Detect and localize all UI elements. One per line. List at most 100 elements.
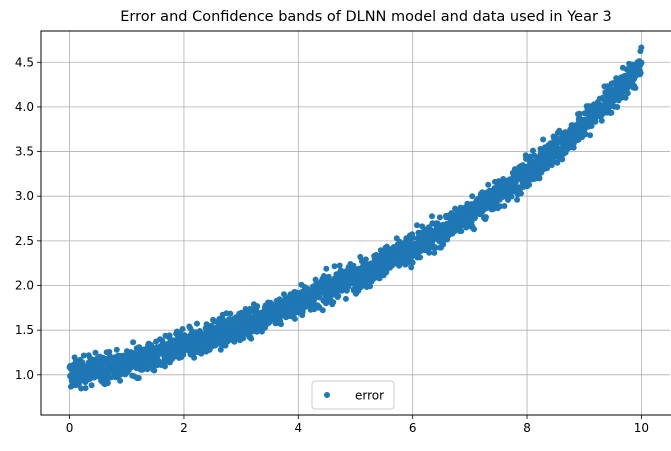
chart-title: Error and Confidence bands of DLNN model…: [120, 9, 612, 25]
scatter-point: [514, 196, 521, 203]
x-tick-label: 2: [180, 421, 188, 435]
scatter-point: [291, 315, 298, 322]
scatter-point: [431, 249, 438, 256]
scatter-point: [409, 259, 416, 266]
scatter-point: [88, 382, 95, 389]
scatter-point: [471, 226, 477, 233]
scatter-point: [576, 110, 583, 117]
scatter-point: [151, 367, 158, 374]
x-tick-label: 8: [523, 421, 531, 435]
scatter-point: [622, 94, 629, 101]
scatter-point: [458, 228, 465, 235]
scatter-point: [191, 354, 198, 361]
x-axis: 0 2 4 6 8 10: [66, 415, 649, 435]
scatter-point: [429, 213, 435, 220]
scatter-point: [342, 295, 349, 302]
x-tick-label: 6: [409, 421, 417, 435]
scatter-point: [436, 214, 443, 221]
scatter-point: [483, 214, 489, 221]
y-tick-label: 3.5: [15, 145, 34, 159]
scatter-point: [587, 132, 594, 139]
scatter-point: [80, 352, 87, 359]
y-tick-label: 4.0: [15, 100, 34, 114]
scatter-point: [254, 303, 261, 310]
scatter-point: [144, 363, 151, 370]
scatter-point: [469, 193, 476, 200]
x-tick-label: 0: [66, 421, 74, 435]
y-tick-label: 4.5: [15, 55, 34, 69]
legend-label: error: [355, 389, 384, 403]
x-tick-label: 4: [294, 421, 302, 435]
scatter-point: [331, 263, 338, 270]
scatter-point: [319, 307, 326, 314]
y-tick-label: 3.0: [15, 189, 34, 203]
scatter-point: [544, 165, 550, 172]
scatter-point: [338, 287, 345, 294]
scatter-point: [179, 326, 186, 332]
scatter-point: [518, 190, 524, 197]
y-axis: 1.0 1.5 2.0 2.5 3.0 3.5 4.0 4.5: [15, 55, 41, 382]
scatter-point: [530, 147, 536, 154]
scatter-point: [501, 203, 508, 209]
scatter-point: [638, 59, 645, 66]
scatter-point: [582, 131, 589, 138]
scatter-point: [362, 256, 369, 263]
scatter-point: [367, 283, 373, 290]
scatter-point: [135, 375, 142, 381]
scatter-point: [637, 70, 644, 76]
scatter-points: [66, 44, 645, 392]
scatter-point: [485, 181, 492, 188]
scatter-point: [614, 104, 621, 110]
scatter-point: [323, 265, 330, 272]
scatter-point: [409, 234, 416, 241]
scatter-point: [536, 175, 543, 182]
x-tick-label: 10: [634, 421, 649, 435]
scatter-point: [330, 299, 337, 306]
scatter-point: [113, 346, 120, 353]
scatter-point: [426, 249, 433, 256]
scatter-point: [632, 85, 639, 91]
y-tick-label: 1.5: [15, 323, 34, 337]
scatter-point: [335, 292, 342, 299]
scatter-point: [211, 318, 218, 325]
plot-frame: [40, 30, 671, 416]
y-tick-label: 2.0: [15, 279, 34, 293]
scatter-point: [417, 254, 423, 261]
scatter-point: [556, 127, 563, 134]
scatter-point: [592, 118, 599, 125]
y-tick-label: 2.5: [15, 234, 34, 248]
scatter-point: [598, 117, 605, 124]
scatter-point: [414, 222, 420, 229]
scatter-point: [570, 144, 577, 151]
scatter-point: [104, 380, 111, 386]
scatter-point: [540, 136, 547, 143]
scatter-point: [248, 335, 255, 342]
scatter-point: [82, 385, 89, 392]
legend-marker: [324, 392, 330, 398]
scatter-point: [526, 181, 533, 188]
scatter-point: [432, 244, 439, 251]
scatter-point: [92, 349, 99, 356]
scatter-point: [638, 44, 645, 51]
scatter-point: [608, 109, 615, 116]
scatter-point: [227, 310, 234, 317]
scatter-point: [162, 363, 168, 370]
scatter-point: [472, 215, 478, 221]
scatter-point: [240, 335, 247, 342]
legend: error: [311, 380, 395, 410]
scatter-point: [508, 193, 515, 200]
legend-box: [311, 380, 395, 410]
scatter-point: [554, 159, 561, 166]
scatter-point: [78, 385, 85, 392]
scatter-point: [108, 374, 115, 381]
scatter-point: [440, 241, 447, 248]
y-tick-label: 1.0: [15, 368, 34, 382]
scatter-point: [624, 90, 631, 97]
scatter-point: [325, 273, 332, 280]
scatter-point: [117, 377, 124, 384]
scatter-point: [336, 262, 343, 269]
scatter-point: [106, 348, 113, 355]
scatter-point: [194, 320, 200, 327]
scatter-point: [278, 321, 284, 328]
